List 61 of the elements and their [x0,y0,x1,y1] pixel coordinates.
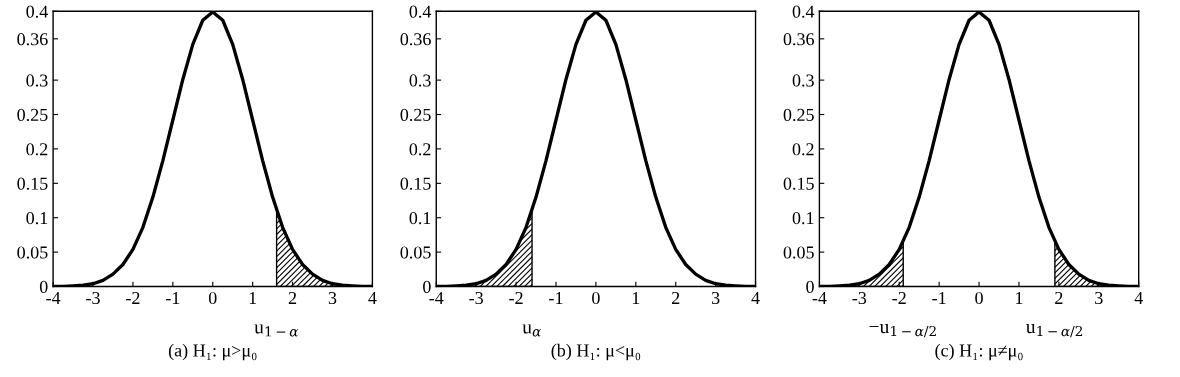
y-tick-label: 0.05 [17,246,48,259]
x-tick-label: -2 [509,291,523,304]
y-tick-label: 0.25 [783,108,814,122]
x-axis-title: (b) H₁: μ<μ₀ [551,343,641,361]
x-tick-label: -3 [852,291,867,305]
annotation: u$_{1−α/2}$ [1026,324,1083,338]
y-tick-label: 0.36 [17,33,48,46]
x-tick-label: -4 [812,292,827,304]
x-tick-label: 1 [249,291,257,304]
x-tick-label: 2 [672,291,680,304]
x-tick-label: -4 [429,292,444,304]
y-tick-label: 0.15 [400,177,431,190]
y-tick-label: 0 [39,280,48,293]
y-tick-label: 0.3 [26,74,48,87]
y-tick-label: 0.4 [792,5,815,18]
x-tick-label: 2 [1055,291,1063,304]
annotation: −u$_{1−α/2}$ [869,324,936,338]
annotation: u$_{1−α}$ [254,324,299,337]
x-tick-label: 4 [1134,292,1143,304]
x-tick-label: 3 [328,291,337,305]
x-tick-label: -4 [46,292,61,304]
y-tick-label: 0.05 [783,246,814,259]
x-tick-label: 2 [288,291,297,304]
annotation: u$_{α}$ [522,324,542,337]
x-tick-label: 1 [1016,291,1023,304]
y-tick-label: 0.2 [792,143,814,156]
y-tick-label: 0.25 [400,108,431,122]
y-tick-label: 0.15 [783,177,814,190]
y-tick-label: 0.2 [26,143,48,156]
x-tick-label: 0 [592,291,600,305]
y-tick-label: 0.36 [783,33,815,46]
x-tick-label: 0 [975,291,983,305]
x-tick-label: 3 [711,291,720,305]
y-tick-label: 0.3 [409,74,431,87]
x-axis-title: (c) H₁: μ≠μ₀ [935,343,1023,361]
y-tick-label: 0.25 [17,108,48,122]
y-tick-label: 0.3 [792,74,814,87]
x-tick-label: -2 [892,291,906,304]
y-tick-label: 0.05 [400,246,431,259]
y-tick-label: 0 [423,280,431,293]
x-tick-label: 3 [1095,291,1103,305]
x-axis-title: (a) H₁: μ>μ₀ [168,343,257,361]
y-tick-label: 0.15 [17,177,48,190]
x-tick-label: -2 [126,291,140,304]
y-tick-label: 0.1 [26,211,48,225]
x-tick-label: 1 [632,291,640,304]
x-tick-label: 4 [751,292,760,304]
x-tick-label: -1 [932,291,946,304]
y-tick-label: 0.4 [409,5,432,18]
y-tick-label: 0.2 [409,143,431,156]
x-tick-label: -3 [469,291,483,305]
y-tick-label: 0.36 [400,33,431,46]
y-tick-label: 0 [806,280,814,293]
x-tick-label: 4 [368,292,377,304]
y-tick-label: 0.4 [26,5,48,18]
x-tick-label: -1 [549,291,563,304]
y-tick-label: 0.1 [792,211,814,225]
x-tick-label: 0 [208,291,217,305]
x-tick-label: -3 [86,291,100,305]
x-tick-label: -1 [165,291,180,304]
y-tick-label: 0.1 [409,211,431,225]
